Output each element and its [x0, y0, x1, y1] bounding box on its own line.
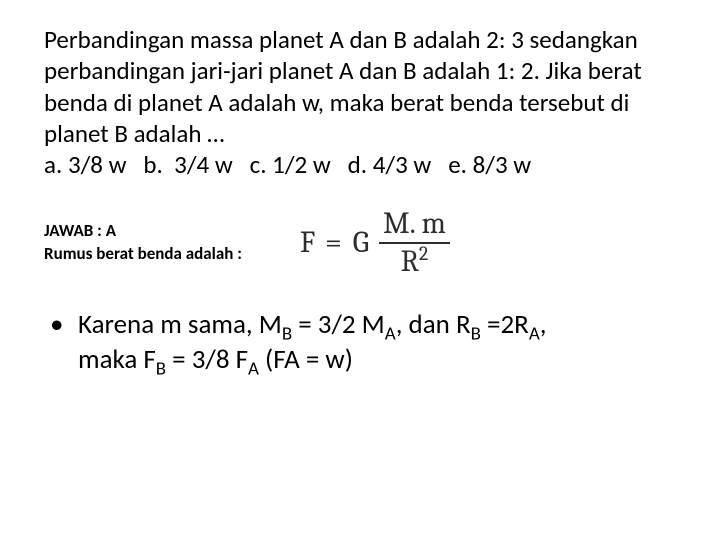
answer-line2: Rumus berat benda adalah :: [44, 243, 242, 264]
formula-numerator: M. m: [379, 208, 450, 242]
answer-label: JAWAB : A Rumus berat benda adalah :: [44, 220, 242, 266]
formula-coef: G: [353, 225, 369, 260]
exp-l1-sub2: A: [385, 323, 396, 346]
formula-equals: =: [325, 225, 343, 260]
exp-l1-sub3: B: [471, 323, 481, 346]
answer-line1: JAWAB : A: [44, 220, 116, 241]
bullet-icon: •: [50, 307, 78, 377]
exp-l2-sub2: A: [248, 358, 259, 381]
exp-l1-prefix: Karena m sama, M: [78, 308, 282, 341]
exp-l1-sub4: A: [529, 323, 540, 346]
formula-denominator: R2: [397, 244, 433, 278]
explanation-block: • Karena m sama, MB = 3/2 MA, dan RB =2R…: [44, 307, 676, 377]
exp-l1-mid2: , dan R: [396, 308, 471, 341]
exp-l2-suffix: (FA = w): [259, 343, 353, 376]
question-block: Perbandingan massa planet A dan B adalah…: [44, 24, 676, 180]
exp-l2-prefix: maka F: [78, 343, 156, 376]
formula-den-base: R: [401, 244, 419, 279]
exp-l1-suffix: ,: [540, 308, 547, 341]
explanation-text: Karena m sama, MB = 3/2 MA, dan RB =2RA,…: [78, 307, 676, 377]
question-options: a. 3/8 w b. 3/4 w c. 1/2 w d. 4/3 w e. 8…: [44, 149, 531, 180]
exp-l1-mid3: =2R: [481, 308, 529, 341]
exp-l2-mid1: = 3/8 F: [166, 343, 248, 376]
formula-lhs: F: [300, 225, 315, 260]
question-text: Perbandingan massa planet A dan B adalah…: [44, 24, 642, 149]
exp-l2-sub1: B: [156, 358, 166, 381]
formula-fraction: M. m R2: [379, 208, 450, 277]
exp-l1-mid1: = 3/2 M: [292, 308, 385, 341]
answer-row: JAWAB : A Rumus berat benda adalah : F =…: [44, 208, 676, 277]
weight-formula: F = G M. m R2: [300, 208, 450, 277]
explanation-row: • Karena m sama, MB = 3/2 MA, dan RB =2R…: [50, 307, 676, 377]
formula-den-exp: 2: [419, 242, 428, 265]
slide: Perbandingan massa planet A dan B adalah…: [0, 0, 720, 540]
